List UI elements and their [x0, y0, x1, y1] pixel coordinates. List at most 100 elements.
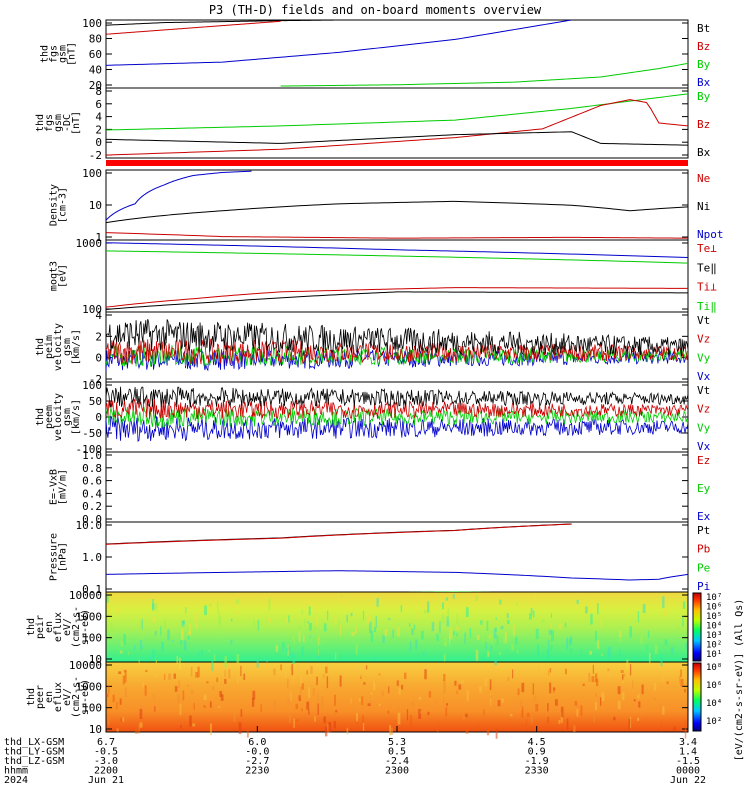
legend-label: Pt	[697, 524, 710, 537]
y-tick-label: -50	[82, 427, 102, 440]
spectrogram-pixel	[292, 654, 296, 664]
x-axis-value: -0.5	[94, 747, 118, 758]
noisy-group-5	[106, 386, 688, 442]
x-axis-row-label: thd_LY-GSM	[4, 747, 64, 758]
legend-label: Bx	[697, 146, 711, 159]
spectrogram-pixel	[574, 700, 578, 706]
spectrogram-pixel	[266, 658, 268, 663]
spectrogram-pixel	[359, 674, 363, 677]
spectrogram-pixel	[273, 668, 276, 676]
spectrogram-pixel	[362, 610, 365, 620]
spectrogram-pixel	[519, 700, 523, 708]
spectrogram-pixel	[618, 637, 622, 643]
spectrogram-pixel	[273, 700, 276, 711]
spectrogram-pixel	[224, 669, 226, 678]
spectrogram-pixel	[204, 605, 207, 616]
spectrogram-pixel	[446, 616, 450, 627]
spectrogram-pixel	[640, 634, 643, 644]
y-tick-label: 4	[95, 309, 102, 322]
spectrogram-pixel	[153, 617, 156, 623]
spectrogram-pixel	[152, 649, 155, 658]
spectrogram-pixel	[183, 640, 187, 650]
spectrogram-pixel	[573, 725, 576, 732]
spectrogram-pixel	[660, 654, 663, 667]
spectrogram-pixel	[444, 653, 446, 660]
spectrogram-pixel	[370, 630, 374, 642]
panel-frame	[105, 169, 689, 241]
spectrogram-pixel	[529, 613, 532, 620]
spectrogram-pixel	[501, 698, 504, 703]
y-tick-label: 2	[95, 330, 102, 343]
spectrogram-pixel	[464, 713, 468, 718]
spectrogram-pixel	[355, 721, 358, 724]
spectrogram-pixel	[240, 709, 243, 717]
panel-temperature: 1000 100 moqt3[eV] Te⊥ Te‖ Ti⊥ Ti‖	[49, 237, 718, 316]
y-tick-label: 1000	[76, 237, 103, 250]
colorbar-tick: 10²	[706, 641, 722, 651]
spectrogram-pixel	[142, 682, 145, 687]
spectrogram-pixel	[423, 609, 427, 614]
x-axis-value: -1.9	[525, 756, 549, 767]
spectrogram-pixel	[288, 646, 291, 651]
spectrogram-pixel	[495, 627, 497, 633]
y-tick-label: 0.6	[82, 475, 102, 488]
series-Npot	[106, 170, 252, 221]
y-axis-label-line: thd	[35, 338, 46, 356]
spectrogram-pixel	[293, 677, 295, 684]
spectrogram-pixel	[296, 664, 300, 674]
spectrogram-pixel	[139, 639, 143, 650]
series-Bz	[106, 99, 688, 156]
spectrogram-pixel	[479, 686, 482, 693]
spectrogram-pixel	[153, 694, 155, 699]
plot-title: P3 (TH-D) fields and on-board moments ov…	[209, 3, 542, 17]
legend-label: Pi	[697, 580, 710, 593]
spectrogram-pixel	[197, 652, 200, 657]
spectrogram-pixel	[235, 599, 239, 604]
spectrogram-pixel	[397, 706, 400, 710]
spectrogram-pixel	[490, 632, 493, 644]
y-tick-label: 100	[82, 379, 102, 392]
legend-label: Ey	[697, 482, 711, 495]
spectrogram-pixel	[339, 624, 341, 637]
spectrogram-pixel	[224, 678, 227, 684]
spectrogram-pixel	[507, 676, 510, 682]
spectrogram-pixel	[212, 705, 214, 710]
x-axis-value: -3.0	[94, 756, 118, 767]
spectrogram-pixel	[312, 688, 315, 697]
legend-label: Bz	[697, 118, 710, 131]
legend-label: Ne	[697, 172, 710, 185]
legend-label: Ex	[697, 510, 711, 523]
spectrogram-pixel	[135, 727, 138, 734]
spectrogram-pixel	[290, 666, 294, 670]
y-axis-label-line: Density	[49, 184, 60, 226]
spectrogram-pixel	[338, 622, 340, 628]
spectrogram-pixel	[517, 688, 520, 696]
spectrogram-pixel	[409, 641, 412, 652]
spectrogram-pixel	[464, 632, 466, 644]
spectrogram-pixel	[397, 712, 401, 725]
series-group-7	[106, 523, 688, 592]
spectrogram-pixel	[646, 644, 648, 651]
spectrogram-pixel	[593, 598, 596, 602]
spectrogram-pixel	[334, 694, 336, 706]
y-axis-label-line: en	[44, 691, 55, 703]
spectrogram-pixel	[462, 714, 465, 720]
series-Bt	[106, 20, 384, 26]
spectrogram-pixel	[335, 710, 338, 713]
spectrogram-pixel	[516, 656, 518, 661]
x-axis-value: Jun 22	[670, 775, 706, 786]
spectrogram-pixel	[403, 672, 407, 679]
spectrogram-pixel	[325, 666, 328, 674]
spectrogram-pixel	[122, 675, 126, 685]
spectrogram-pixel	[486, 620, 489, 631]
spectrogram-pixel	[378, 673, 381, 676]
spectrogram-pixel	[442, 696, 445, 708]
spectrogram-pixel	[427, 711, 430, 716]
spectrogram-pixel	[320, 696, 324, 709]
spectrogram-pixel	[112, 694, 115, 703]
spectrogram-pixel	[666, 681, 669, 685]
spectrogram-pixel	[547, 716, 549, 724]
y-axis-label-line: thd	[35, 114, 46, 132]
spectrogram-pixel	[444, 636, 447, 646]
